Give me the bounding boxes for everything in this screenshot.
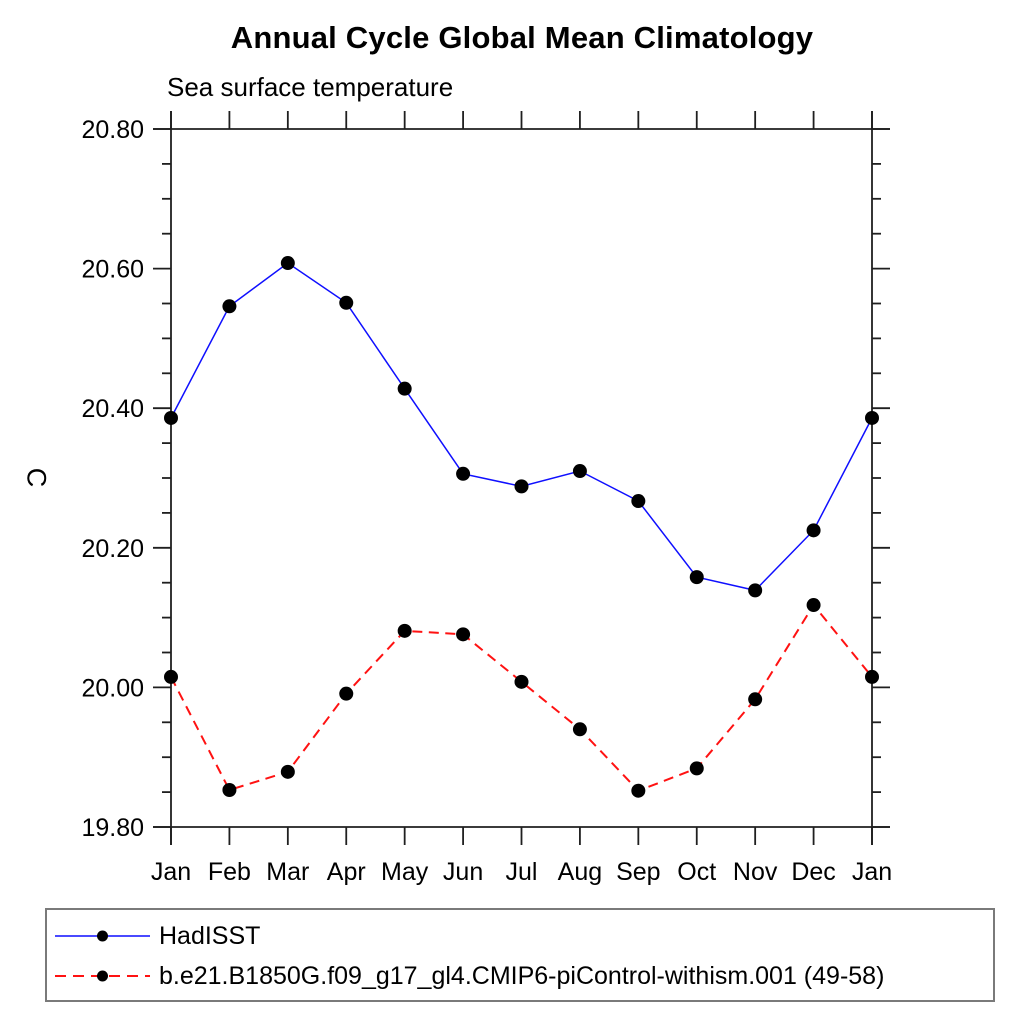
data-point xyxy=(572,464,587,479)
x-tick-label: Oct xyxy=(677,858,716,886)
series-1 xyxy=(164,598,879,798)
data-point xyxy=(397,381,412,396)
x-tick-label: Jul xyxy=(506,858,538,886)
data-point xyxy=(631,783,646,798)
chart-subtitle: Sea surface temperature xyxy=(167,72,454,102)
legend-line-sample-model xyxy=(55,970,150,982)
legend-entry-hadisst: HadISST xyxy=(47,916,260,956)
data-point xyxy=(164,669,178,684)
data-point xyxy=(748,692,763,707)
legend-box: HadISST b.e21.B1850G.f09_g17_gl4.CMIP6-p… xyxy=(45,908,995,1002)
data-point xyxy=(164,410,178,425)
data-point xyxy=(514,674,529,689)
y-tick-label: 19.80 xyxy=(81,814,144,842)
data-point xyxy=(339,295,354,310)
x-tick-label: Feb xyxy=(208,858,251,886)
legend-line-sample-hadisst xyxy=(55,930,150,942)
x-tick-label: Nov xyxy=(733,858,778,886)
legend-label-hadisst: HadISST xyxy=(159,921,261,950)
y-tick-label: 20.00 xyxy=(81,674,144,702)
data-point xyxy=(456,466,471,481)
y-tick-label: 20.60 xyxy=(81,256,144,284)
data-point xyxy=(222,299,237,314)
data-point xyxy=(748,583,763,598)
x-tick-label: Jan xyxy=(151,858,191,886)
y-tick-label: 20.80 xyxy=(81,116,144,144)
chart-title: Annual Cycle Global Mean Climatology xyxy=(230,20,814,55)
data-point xyxy=(339,686,354,701)
y-tick-label: 20.20 xyxy=(81,535,144,563)
x-tick-label: Dec xyxy=(791,858,835,886)
axes: 19.80 20.00 20.20 20.40 20.60 20.80 Jan Feb Mar A… xyxy=(81,111,892,886)
x-tick-label: Apr xyxy=(327,858,366,886)
data-point xyxy=(222,783,237,798)
data-point xyxy=(280,256,295,271)
data-point xyxy=(689,761,704,776)
y-tick-label: 20.40 xyxy=(81,395,144,423)
data-point xyxy=(806,523,821,538)
series-0 xyxy=(164,256,879,598)
series-line-0 xyxy=(170,262,873,592)
data-point xyxy=(397,623,412,638)
data-point xyxy=(631,494,646,509)
series-line-1 xyxy=(170,603,873,792)
legend-entry-model: b.e21.B1850G.f09_g17_gl4.CMIP6-piControl… xyxy=(47,956,884,996)
data-point xyxy=(280,764,295,779)
data-point xyxy=(689,570,704,585)
data-point xyxy=(456,627,471,642)
x-tick-label: Mar xyxy=(266,858,309,886)
data-point xyxy=(865,669,879,684)
x-tick-label: Jan xyxy=(852,858,892,886)
data-point xyxy=(514,479,529,494)
x-tick-label: Aug xyxy=(558,858,602,886)
x-tick-label: May xyxy=(381,858,429,886)
x-tick-label: Sep xyxy=(616,858,660,886)
legend-label-model: b.e21.B1850G.f09_g17_gl4.CMIP6-piControl… xyxy=(159,961,885,990)
data-point xyxy=(806,598,821,613)
data-point xyxy=(865,410,879,425)
x-tick-label: Jun xyxy=(443,858,483,886)
data-point xyxy=(572,722,587,737)
